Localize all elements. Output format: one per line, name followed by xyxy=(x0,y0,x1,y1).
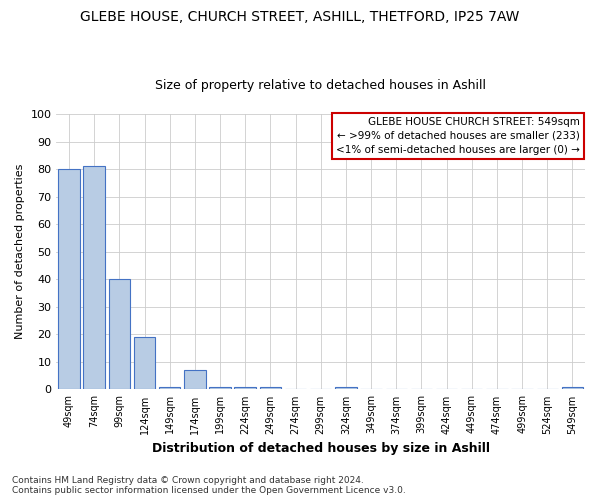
Bar xyxy=(335,386,356,390)
Bar xyxy=(260,386,281,390)
Bar xyxy=(58,169,80,390)
Text: Contains HM Land Registry data © Crown copyright and database right 2024.
Contai: Contains HM Land Registry data © Crown c… xyxy=(12,476,406,495)
Bar xyxy=(209,386,231,390)
Title: Size of property relative to detached houses in Ashill: Size of property relative to detached ho… xyxy=(155,79,486,92)
Bar xyxy=(562,386,583,390)
Y-axis label: Number of detached properties: Number of detached properties xyxy=(15,164,25,340)
Bar xyxy=(235,386,256,390)
Bar xyxy=(83,166,105,390)
Text: GLEBE HOUSE, CHURCH STREET, ASHILL, THETFORD, IP25 7AW: GLEBE HOUSE, CHURCH STREET, ASHILL, THET… xyxy=(80,10,520,24)
Bar xyxy=(109,280,130,390)
Bar xyxy=(159,386,181,390)
X-axis label: Distribution of detached houses by size in Ashill: Distribution of detached houses by size … xyxy=(152,442,490,455)
Text: GLEBE HOUSE CHURCH STREET: 549sqm
← >99% of detached houses are smaller (233)
<1: GLEBE HOUSE CHURCH STREET: 549sqm ← >99%… xyxy=(336,117,580,155)
Bar xyxy=(184,370,206,390)
Bar xyxy=(134,337,155,390)
